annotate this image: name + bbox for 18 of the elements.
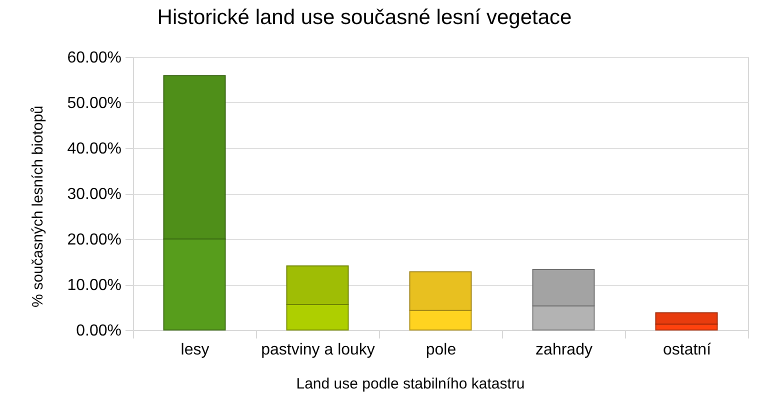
y-tick-label: 20.00%	[67, 232, 122, 248]
y-tick-label: 0.00%	[76, 322, 122, 340]
x-tick-label: ostatní	[662, 342, 712, 358]
bar	[409, 271, 472, 311]
y-tick-label: 30.00%	[67, 186, 122, 203]
y-tick-label: 10.00%	[67, 277, 122, 294]
y-tick-label: 40.00%	[67, 140, 122, 158]
x-tick-label: lesy	[180, 342, 210, 358]
y-tick-label: 60.00%	[67, 50, 122, 66]
bar	[409, 310, 472, 330]
x-tick-label: pole	[426, 342, 456, 358]
bar	[655, 312, 718, 325]
x-tick-label: zahrady	[536, 342, 592, 358]
x-tick-label: pastviny a louky	[261, 342, 375, 358]
y-tick-label: 50.00%	[67, 95, 122, 112]
y-axis-title: % současných lesních biotopů	[30, 106, 46, 308]
chart-title: Historické land use současné lesní vegetace	[157, 6, 572, 29]
x-axis-title: Land use podle stabilního katastru	[296, 376, 525, 392]
